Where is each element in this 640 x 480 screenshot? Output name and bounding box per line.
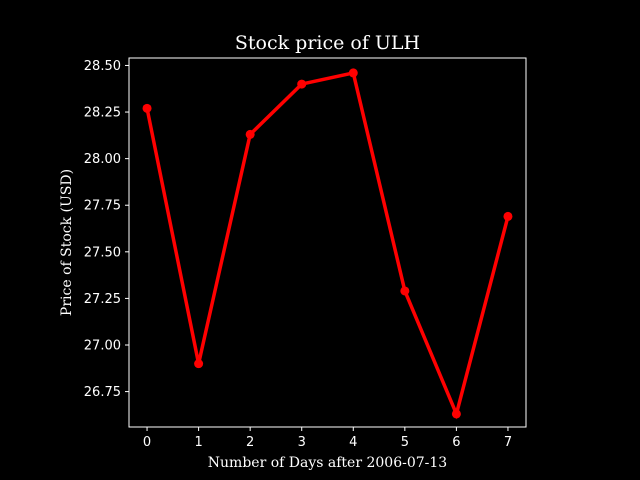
x-axis-ticks: 0 1 2 3 4 5 6 7	[143, 427, 512, 450]
data-point	[348, 68, 358, 78]
y-tick-label: 28.00	[84, 152, 121, 167]
data-point	[451, 409, 461, 419]
chart-title: Stock price of ULH	[235, 32, 420, 54]
y-tick-label: 28.50	[84, 59, 121, 74]
x-tick-label: 5	[401, 435, 409, 450]
y-tick-label: 27.50	[84, 245, 121, 260]
x-tick-label: 1	[194, 435, 202, 450]
y-axis-ticks: 26.75 27.00 27.25 27.50 27.75 28.00 28.25 28.50	[84, 59, 129, 400]
y-tick-label: 28.25	[84, 106, 121, 121]
data-point	[194, 359, 204, 369]
x-tick-label: 3	[298, 435, 306, 450]
data-point	[297, 79, 307, 89]
y-tick-label: 27.00	[84, 339, 121, 354]
x-axis-label: Number of Days after 2006-07-13	[208, 455, 447, 471]
series-line	[145, 70, 510, 420]
data-point	[142, 103, 152, 113]
y-tick-label: 27.75	[84, 199, 121, 214]
series-points	[142, 68, 513, 419]
data-point	[245, 129, 255, 139]
x-tick-label: 6	[452, 435, 460, 450]
data-point	[503, 211, 513, 221]
y-tick-label: 26.75	[84, 385, 121, 400]
x-tick-label: 7	[504, 435, 512, 450]
x-tick-label: 2	[246, 435, 254, 450]
data-point	[400, 286, 410, 296]
y-tick-label: 27.25	[84, 292, 121, 307]
x-tick-label: 4	[349, 435, 357, 450]
y-axis-label: Price of Stock (USD)	[59, 169, 75, 316]
x-tick-label: 0	[143, 435, 151, 450]
